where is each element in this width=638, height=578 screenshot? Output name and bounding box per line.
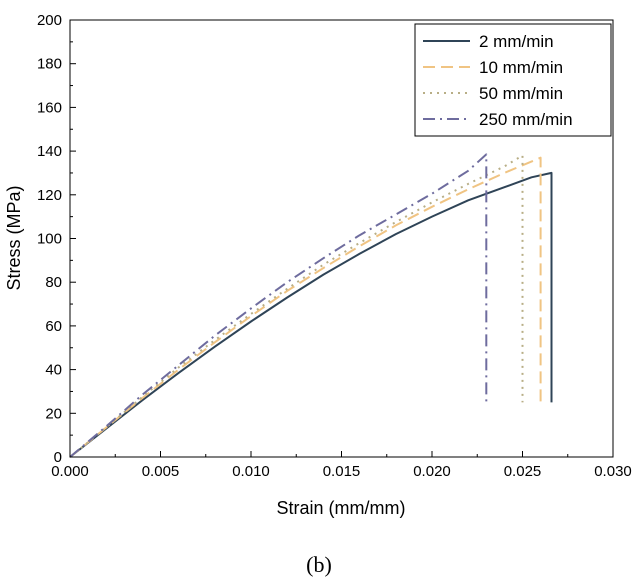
y-tick-label: 40 <box>45 362 62 379</box>
legend-label: 2 mm/min <box>479 32 554 51</box>
series-line-1 <box>69 156 542 458</box>
x-tick-label: 0.030 <box>594 463 632 480</box>
y-tick-label: 80 <box>45 274 62 291</box>
x-tick-label: 0.010 <box>232 463 270 480</box>
legend: 2 mm/min 10 mm/min 50 mm/min 250 mm/min <box>414 23 612 137</box>
series-line-0 <box>69 171 553 458</box>
legend-label: 50 mm/min <box>479 84 563 103</box>
y-tick-label: 0 <box>54 449 62 466</box>
y-tick-label: 140 <box>37 143 62 160</box>
x-tick-label: 0.000 <box>51 463 89 480</box>
x-axis-title: Strain (mm/mm) <box>277 498 406 518</box>
plot-area: 0.000 0.005 0.010 0.015 0.020 0.025 0.030 0 20 40… <box>37 12 632 480</box>
y-tick-label: 100 <box>37 231 62 248</box>
y-tick-label: 180 <box>37 56 62 73</box>
series-layer <box>69 153 553 458</box>
tick-layer: 0.000 0.005 0.010 0.015 0.020 0.025 0.030 0 20 40… <box>37 12 632 480</box>
y-tick-label: 200 <box>37 12 62 29</box>
legend-frame <box>414 23 612 137</box>
series-line-2 <box>69 154 524 458</box>
x-tick-label: 0.015 <box>323 463 361 480</box>
y-tick-label: 20 <box>45 405 62 422</box>
legend-label: 250 mm/min <box>479 110 573 129</box>
x-tick-label: 0.025 <box>504 463 542 480</box>
y-tick-label: 60 <box>45 318 62 335</box>
x-tick-label: 0.005 <box>142 463 180 480</box>
panel-caption: (b) <box>306 552 332 577</box>
y-tick-label: 160 <box>37 99 62 116</box>
y-tick-label: 120 <box>37 187 62 204</box>
series-line-3 <box>69 153 488 458</box>
legend-label: 10 mm/min <box>479 58 563 77</box>
x-tick-label: 0.020 <box>413 463 451 480</box>
y-axis-title: Stress (MPa) <box>4 185 24 290</box>
